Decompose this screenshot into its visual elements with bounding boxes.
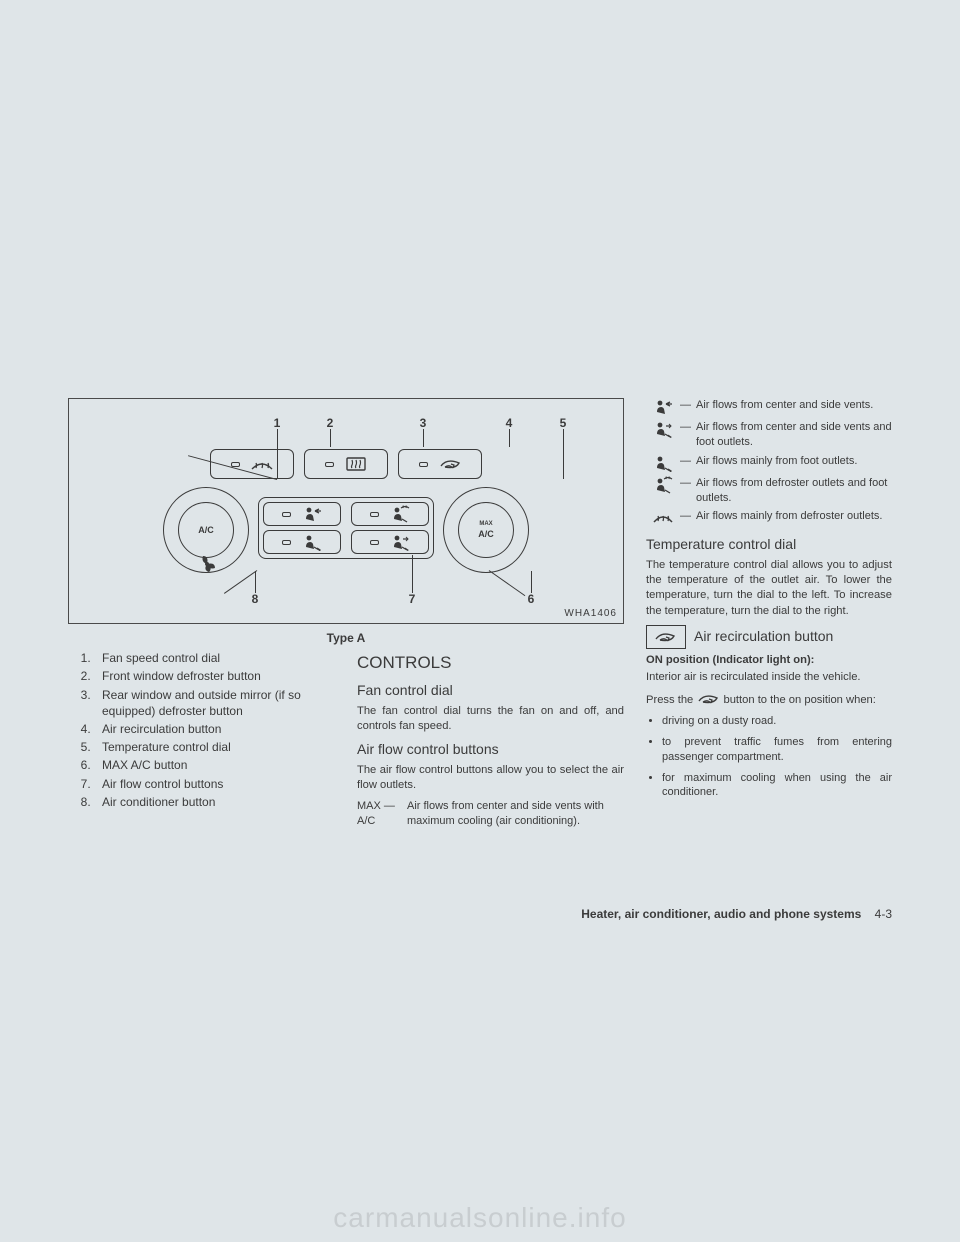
- figure-caption: Type A: [68, 630, 624, 646]
- maxac-label: MAX — A/C: [357, 799, 391, 829]
- bilevel-mode-icon: [652, 420, 674, 438]
- foot-mode-icon: [652, 454, 674, 472]
- recirc-heading: Air recirculation button: [694, 627, 833, 646]
- mode-desc: Air flows mainly from foot outlets.: [696, 454, 892, 469]
- dash: —: [680, 454, 696, 469]
- recirc-icon: [438, 456, 462, 472]
- temp-dial-heading: Temperature control dial: [646, 535, 892, 554]
- mode-bilevel-button[interactable]: [351, 530, 429, 554]
- maxac-desc: Air flows from center and side vents wit…: [407, 799, 624, 829]
- airflow-text: The air flow control buttons allow you t…: [357, 763, 624, 793]
- mode-table: — Air flows from center and side vents. …: [646, 398, 892, 525]
- section-title: Heater, air conditioner, audio and phone…: [581, 907, 861, 921]
- recirc-icon-box: [646, 625, 686, 649]
- temperature-dial[interactable]: MAX A/C: [443, 487, 529, 573]
- max-label: MAX: [479, 520, 492, 528]
- legend-item: Fan speed control dial: [94, 650, 335, 666]
- hvac-diagram: 1 2 3 4 5: [68, 398, 624, 624]
- mode-face-button[interactable]: [263, 502, 341, 526]
- on-position-label: ON position (Indicator light on):: [646, 654, 814, 666]
- watermark: carmanualsonline.info: [0, 1202, 960, 1234]
- rear-defrost-icon: [344, 455, 368, 473]
- dash: —: [680, 476, 696, 491]
- dash: —: [680, 420, 696, 435]
- dash: —: [680, 398, 696, 413]
- rear-defrost-button[interactable]: [304, 449, 388, 479]
- defrost-mode-icon: [651, 509, 675, 525]
- callout-8: 8: [247, 591, 263, 607]
- fan-speed-dial[interactable]: A/C: [163, 487, 249, 573]
- right-column: — Air flows from center and side vents. …: [646, 398, 892, 829]
- manual-page: 1 2 3 4 5: [0, 0, 960, 1242]
- on-position-desc: Interior air is recirculated inside the …: [646, 670, 892, 685]
- legend-item: Rear window and outside mirror (if so eq…: [94, 687, 335, 719]
- front-defrost-button[interactable]: [210, 449, 294, 479]
- bullet-item: for maximum cooling when using the air c…: [662, 771, 892, 801]
- fan-control-text: The fan control dial turns the fan on an…: [357, 704, 624, 734]
- mode-desc: Air flows from defroster outlets and foo…: [696, 476, 892, 506]
- bullet-item: to prevent traffic fumes from entering p…: [662, 735, 892, 765]
- callout-6: 6: [523, 591, 539, 607]
- page-number: 4-3: [875, 907, 892, 921]
- press-line: Press the button to the on position when…: [646, 691, 892, 708]
- recirc-bullets: driving on a dusty road. to prevent traf…: [662, 714, 892, 800]
- recirc-icon-inline: [696, 691, 720, 705]
- bilevel-mode-icon: [389, 533, 411, 551]
- recirc-button[interactable]: [398, 449, 482, 479]
- legend-item: Air recirculation button: [94, 721, 335, 737]
- mode-desc: Air flows from center and side vents and…: [696, 420, 892, 450]
- mode-footdef-button[interactable]: [351, 502, 429, 526]
- callout-7: 7: [404, 591, 420, 607]
- ac-label-right: A/C: [478, 528, 494, 540]
- mode-desc: Air flows from center and side vents.: [696, 398, 892, 413]
- recirc-icon: [653, 629, 679, 645]
- fan-control-heading: Fan control dial: [357, 681, 624, 700]
- face-mode-icon: [652, 398, 674, 416]
- defrost-row: [210, 449, 482, 479]
- fan-icon: [197, 554, 217, 574]
- controls-heading: CONTROLS: [357, 652, 624, 675]
- legend-item: MAX A/C button: [94, 757, 335, 773]
- legend-column: Fan speed control dial Front window defr…: [68, 650, 335, 829]
- legend-item: Air conditioner button: [94, 794, 335, 810]
- page-footer: Heater, air conditioner, audio and phone…: [581, 906, 892, 922]
- bullet-item: driving on a dusty road.: [662, 714, 892, 729]
- footdef-mode-icon: [652, 476, 674, 494]
- ac-label: A/C: [198, 524, 214, 536]
- mode-desc: Air flows mainly from defroster outlets.: [696, 509, 892, 524]
- mode-foot-button[interactable]: [263, 530, 341, 554]
- legend-list: Fan speed control dial Front window defr…: [94, 650, 335, 810]
- airflow-heading: Air flow control buttons: [357, 740, 624, 759]
- figure-code: WHA1406: [564, 607, 617, 621]
- maxac-row: MAX — A/C Air flows from center and side…: [357, 799, 624, 829]
- dash: —: [680, 509, 696, 524]
- footdef-mode-icon: [389, 505, 411, 523]
- face-mode-icon: [301, 505, 323, 523]
- foot-mode-icon: [301, 533, 323, 551]
- front-defrost-icon: [250, 457, 274, 471]
- controls-column: CONTROLS Fan control dial The fan contro…: [357, 650, 624, 829]
- legend-item: Front window defroster button: [94, 668, 335, 684]
- left-block: 1 2 3 4 5: [68, 398, 624, 829]
- legend-item: Air flow control buttons: [94, 776, 335, 792]
- legend-item: Temperature control dial: [94, 739, 335, 755]
- temp-dial-text: The temperature control dial allows you …: [646, 558, 892, 618]
